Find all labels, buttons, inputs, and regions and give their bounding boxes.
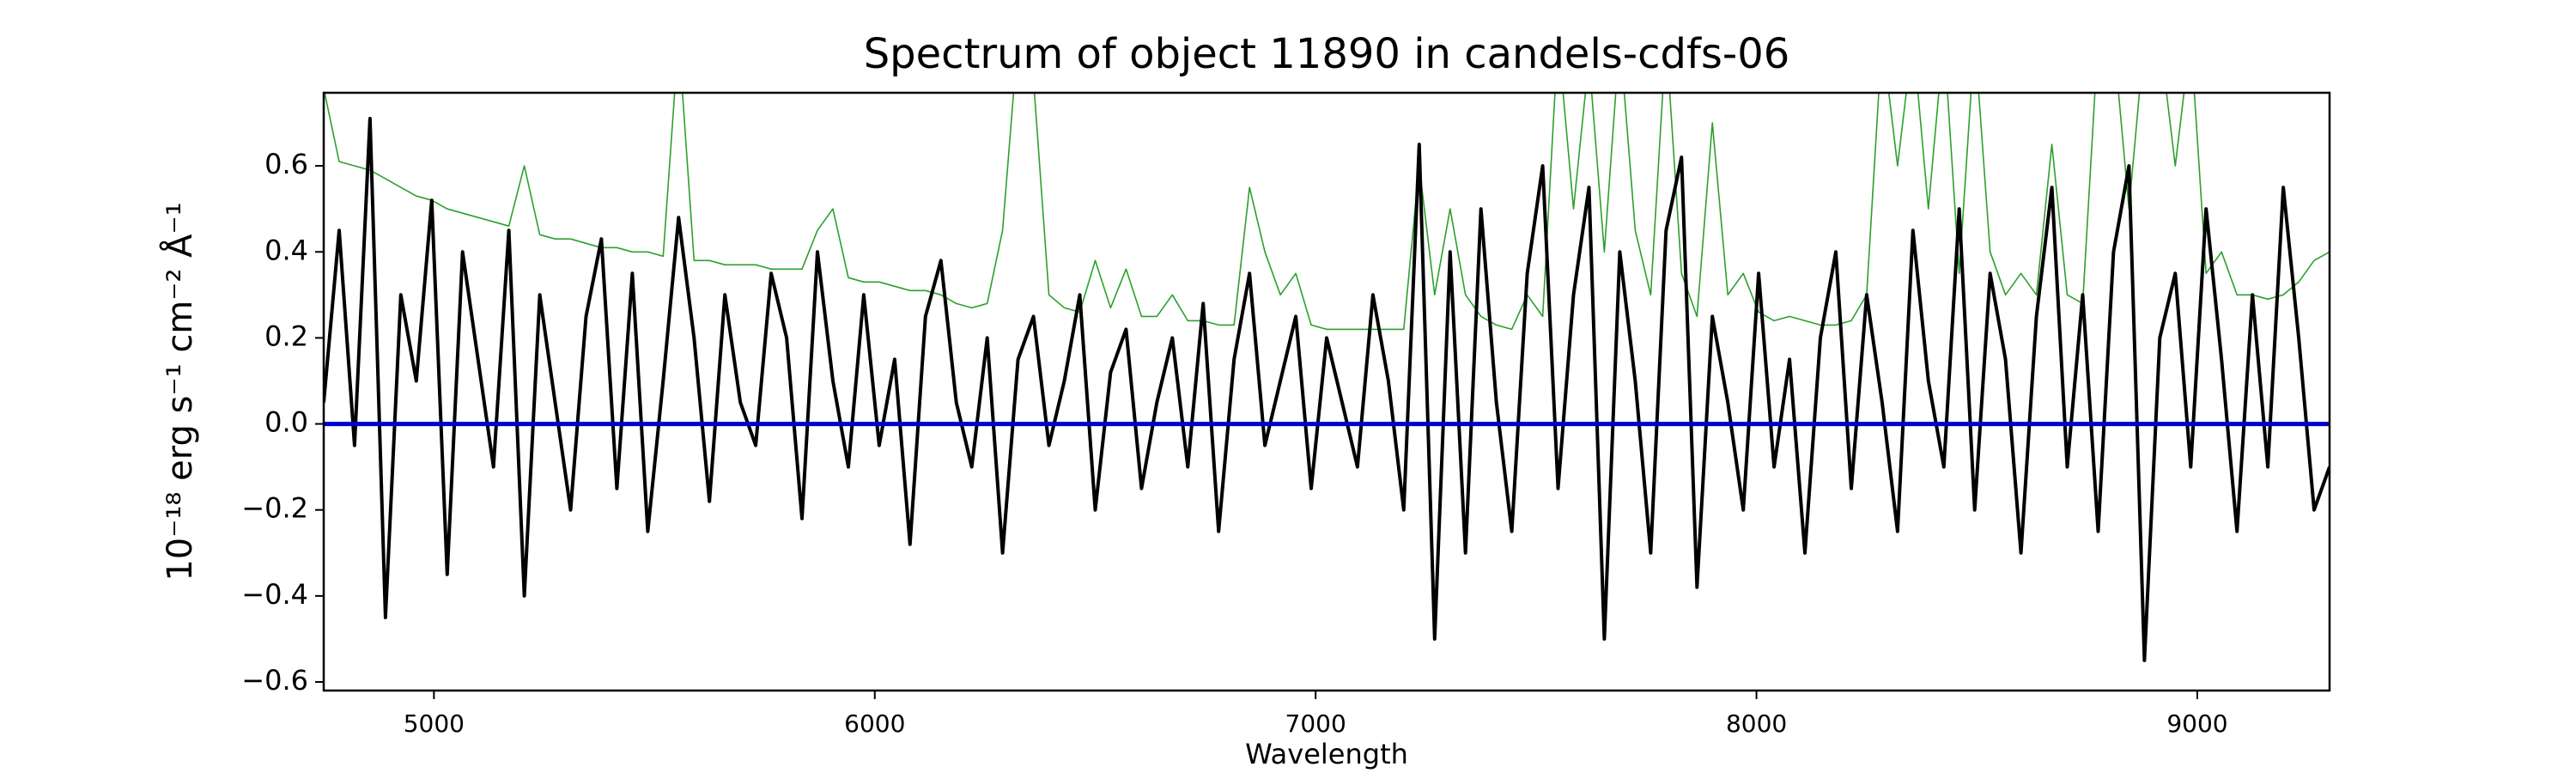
y-tick-label: 0.0	[264, 406, 308, 439]
y-axis-label: 10⁻¹⁸ erg s⁻¹ cm⁻² Å⁻¹	[159, 202, 200, 581]
x-tick-label: 6000	[844, 709, 905, 738]
spectrum-line	[324, 117, 2330, 662]
y-tick-label: −0.2	[241, 492, 308, 525]
spectrum-line	[324, 93, 2330, 331]
x-axis-label: Wavelength	[1245, 738, 1408, 770]
y-tick-label: −0.6	[241, 664, 308, 697]
y-tick-label: 0.2	[264, 320, 308, 352]
x-tick-label: 7000	[1285, 709, 1346, 738]
x-tick-label: 5000	[404, 709, 465, 738]
plot-frame	[322, 91, 2331, 692]
plot-lines	[324, 93, 2330, 662]
y-tick-label: 0.6	[264, 148, 308, 180]
x-tick-label: 9000	[2166, 709, 2227, 738]
x-tick-label: 8000	[1726, 709, 1787, 738]
y-tick-label: −0.4	[241, 578, 308, 611]
y-tick-label: 0.4	[264, 234, 308, 266]
chart-title: Spectrum of object 11890 in candels-cdfs…	[864, 30, 1790, 78]
